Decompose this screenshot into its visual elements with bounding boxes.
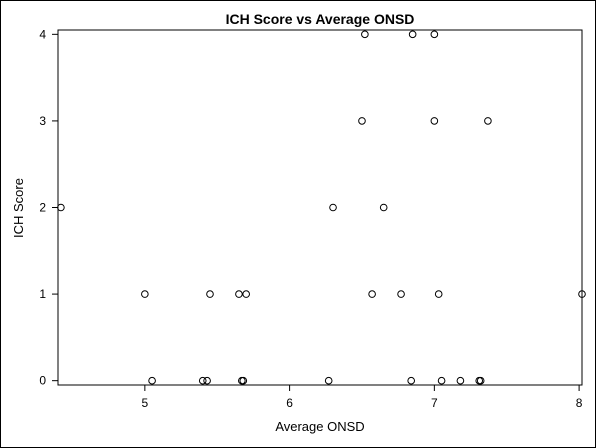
x-tick-label: 6 (286, 396, 293, 410)
data-point (407, 376, 415, 385)
data-point (456, 376, 465, 385)
y-tick-label: 1 (39, 287, 46, 301)
data-point (329, 203, 337, 212)
data-point (239, 376, 248, 385)
data-point (434, 290, 443, 298)
x-axis-label: Average ONSD (275, 419, 364, 434)
x-tick-label: 5 (142, 396, 149, 410)
x-tick-label: 8 (576, 396, 583, 410)
data-point (324, 376, 333, 385)
chart-title: ICH Score vs Average ONSD (226, 11, 415, 27)
data-point (358, 117, 366, 125)
data-point (484, 117, 492, 125)
data-point (203, 376, 211, 385)
data-point (148, 376, 156, 385)
data-point (235, 290, 243, 298)
data-point (368, 290, 376, 298)
data-point (361, 30, 369, 39)
y-tick-label: 2 (39, 201, 46, 215)
data-point (206, 290, 214, 298)
data-point (476, 376, 485, 385)
data-point (57, 203, 65, 212)
x-tick-label: 7 (431, 396, 438, 410)
data-point (198, 376, 207, 385)
data-point (397, 290, 405, 298)
data-point (379, 203, 388, 212)
plot-area (57, 29, 583, 386)
data-point (141, 290, 149, 298)
y-axis: 0 1 2 3 4 (39, 27, 58, 388)
data-point (242, 290, 250, 298)
data-point (437, 376, 446, 385)
y-tick-label: 3 (39, 114, 46, 128)
data-point (430, 117, 439, 125)
data-point (578, 290, 586, 298)
x-axis: 5 6 7 8 (142, 385, 583, 410)
y-tick-label: 4 (39, 27, 46, 41)
y-axis-label: ICH Score (11, 178, 26, 238)
data-points (57, 30, 586, 385)
y-tick-label: 0 (39, 374, 46, 388)
data-point (430, 30, 439, 39)
data-point (408, 30, 417, 39)
